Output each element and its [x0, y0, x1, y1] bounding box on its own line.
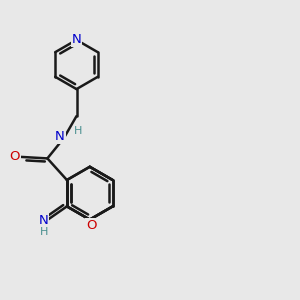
Text: N: N: [72, 33, 81, 46]
Text: H: H: [40, 227, 48, 237]
Text: O: O: [10, 150, 20, 163]
Text: H: H: [74, 126, 82, 136]
Text: N: N: [39, 214, 49, 227]
Text: O: O: [86, 218, 97, 232]
Text: N: N: [55, 130, 65, 143]
